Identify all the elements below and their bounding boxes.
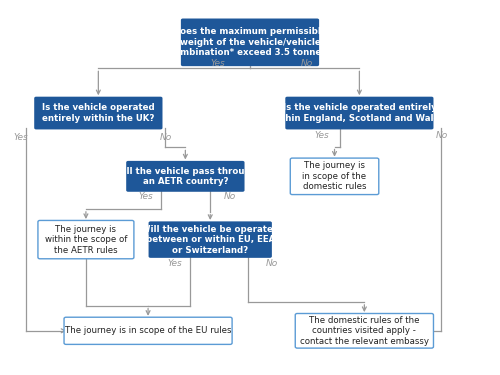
Text: Will the vehicle pass through
an AETR country?: Will the vehicle pass through an AETR co… xyxy=(114,166,256,186)
Text: The journey is
within the scope of
the AETR rules: The journey is within the scope of the A… xyxy=(44,225,127,255)
Text: The journey is in scope of the EU rules: The journey is in scope of the EU rules xyxy=(65,326,232,335)
Text: No: No xyxy=(224,192,236,201)
Text: Is the vehicle operated entirely
within England, Scotland and Wales?: Is the vehicle operated entirely within … xyxy=(270,104,449,123)
FancyBboxPatch shape xyxy=(126,161,244,192)
Text: The domestic rules of the
countries visited apply -
contact the relevant embassy: The domestic rules of the countries visi… xyxy=(300,316,429,346)
Text: The journey is
in scope of the
domestic rules: The journey is in scope of the domestic … xyxy=(302,161,366,191)
FancyBboxPatch shape xyxy=(295,314,434,348)
Text: Yes: Yes xyxy=(314,131,330,140)
FancyBboxPatch shape xyxy=(290,158,379,195)
Text: Yes: Yes xyxy=(138,192,153,201)
FancyBboxPatch shape xyxy=(286,97,434,129)
FancyBboxPatch shape xyxy=(38,220,134,259)
Text: Yes: Yes xyxy=(14,133,28,142)
Text: No: No xyxy=(160,133,172,142)
Text: Is the vehicle operated
entirely within the UK?: Is the vehicle operated entirely within … xyxy=(42,104,154,123)
Text: No: No xyxy=(436,131,448,140)
FancyBboxPatch shape xyxy=(64,317,232,344)
Text: Does the maximum permissible
weight of the vehicle/vehicle
combination* exceed 3: Does the maximum permissible weight of t… xyxy=(169,27,331,57)
Text: No: No xyxy=(301,58,314,68)
Text: Will the vehicle be operated
between or within EU, EEA
or Switzerland?: Will the vehicle be operated between or … xyxy=(141,225,279,255)
FancyBboxPatch shape xyxy=(34,97,162,129)
Text: Yes: Yes xyxy=(167,258,182,267)
Text: Yes: Yes xyxy=(210,58,225,68)
FancyBboxPatch shape xyxy=(181,18,319,66)
Text: No: No xyxy=(266,258,278,267)
FancyBboxPatch shape xyxy=(148,221,272,258)
